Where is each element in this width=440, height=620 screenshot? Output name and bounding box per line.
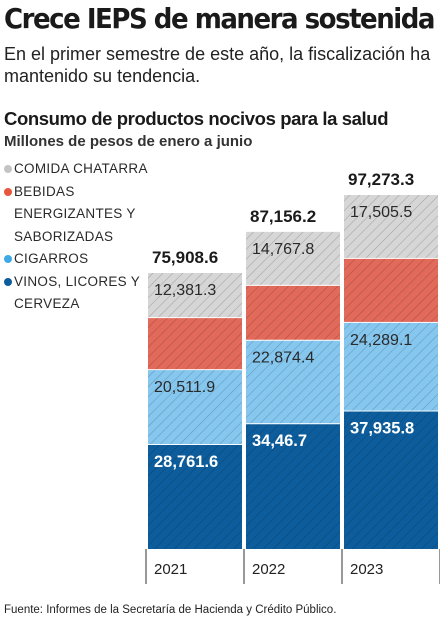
chart-subtitle: Millones de pesos de enero a junio <box>4 133 253 150</box>
legend-item-comida-chatarra: COMIDA CHATARRA <box>4 158 154 181</box>
bar-hatch-vinos-licores-y-cerveza-2023 <box>344 410 438 549</box>
data-label-vinos-licores-y-cerveza-2023: 37,935.8 <box>350 420 414 438</box>
bar-hatch-vinos-licores-y-cerveza-2022 <box>246 423 340 549</box>
chart-title: Consumo de productos nocivos para la sal… <box>4 108 389 129</box>
legend-label-cigarros: CIGARROS <box>14 251 89 266</box>
bar-hatch-comida-chatarra-2023 <box>344 194 438 258</box>
legend-item-bebidas: BEBIDAS ENERGIZANTES Y SABORIZADAS <box>4 181 154 249</box>
data-label-cigarros-2023: 24,289.1 <box>350 332 412 349</box>
legend-label-bebidas: BEBIDAS ENERGIZANTES Y SABORIZADAS <box>14 183 136 244</box>
legend-item-vinos: VINOS, LICORES Y CERVEZA <box>4 271 154 316</box>
data-label-comida-chatarra-2021: 12,381.3 <box>154 282 216 299</box>
legend-label-comida-chatarra: COMIDA CHATARRA <box>14 161 148 176</box>
data-label-cigarros-2021: 20,511.9 <box>154 379 215 396</box>
bar-hatch-cigarros-2021 <box>148 369 242 445</box>
bar-hatch-comida-chatarra-2022 <box>246 230 340 285</box>
source-note: Fuente: Informes de la Secretaría de Hac… <box>4 604 337 616</box>
data-label-vinos-licores-y-cerveza-2022: 34,46.7 <box>252 432 307 450</box>
stacked-bar-chart: 28,761.6 20,511.9 12,381.3 75,908.6 2021 34,4… <box>145 170 440 584</box>
data-label-comida-chatarra-2023: 17,505.5 <box>350 204 412 221</box>
bar-hatch-bebidas-energizantes-y-saborizadas-2022 <box>246 284 340 340</box>
bar-hatch-cigarros-2022 <box>246 339 340 424</box>
x-tick-label-2022: 2022 <box>252 561 285 578</box>
data-label-comida-chatarra-2022: 14,767.8 <box>252 241 314 258</box>
total-label-2021: 75,908.6 <box>152 248 218 267</box>
bar-hatch-bebidas-energizantes-y-saborizadas-2021 <box>148 317 242 370</box>
legend-item-cigarros: CIGARROS <box>4 248 154 271</box>
legend-swatch-comida-chatarra <box>4 165 12 173</box>
bar-hatch-vinos-licores-y-cerveza-2021 <box>148 444 242 549</box>
legend: COMIDA CHATARRA BEBIDAS ENERGIZANTES Y S… <box>4 158 154 316</box>
subheadline: En el primer semestre de este año, la fi… <box>4 44 431 86</box>
headline: Crece IEPS de manera sostenida <box>4 2 435 35</box>
x-tick-label-2023: 2023 <box>350 561 383 578</box>
total-label-2022: 87,156.2 <box>250 207 316 226</box>
total-label-2023: 97,273.3 <box>348 170 414 189</box>
legend-label-vinos: VINOS, LICORES Y CERVEZA <box>14 273 140 312</box>
bar-hatch-comida-chatarra-2021 <box>148 271 242 318</box>
legend-swatch-bebidas <box>4 187 12 196</box>
data-label-vinos-licores-y-cerveza-2021: 28,761.6 <box>154 453 218 471</box>
x-tick-label-2021: 2021 <box>154 561 187 578</box>
data-label-cigarros-2022: 22,874.4 <box>252 350 314 367</box>
bar-hatch-cigarros-2023 <box>344 321 438 411</box>
legend-swatch-cigarros <box>4 255 12 263</box>
legend-swatch-vinos <box>4 277 12 286</box>
bar-hatch-bebidas-energizantes-y-saborizadas-2023 <box>344 257 438 322</box>
